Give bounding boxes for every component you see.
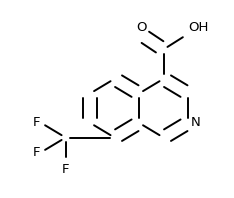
Text: F: F (62, 163, 69, 176)
Text: OH: OH (188, 21, 208, 33)
Text: F: F (32, 146, 40, 159)
Text: O: O (136, 21, 147, 33)
Text: N: N (190, 116, 200, 129)
Text: F: F (32, 116, 40, 129)
